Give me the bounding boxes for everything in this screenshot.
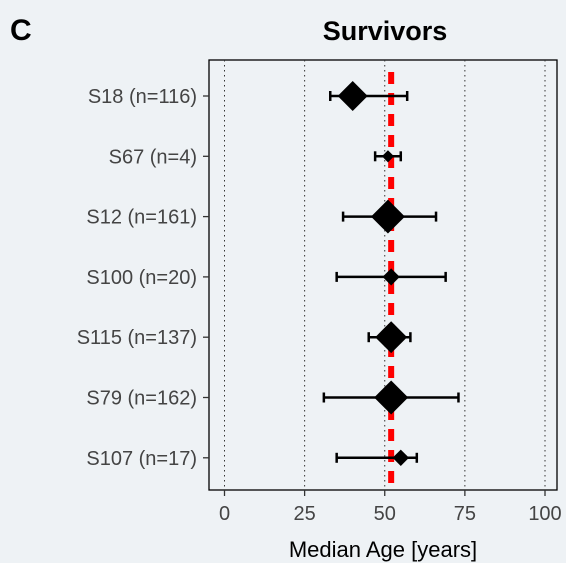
median-marker (375, 321, 408, 354)
median-marker (392, 449, 409, 467)
median-marker (374, 380, 409, 415)
plot-panel (208, 59, 558, 491)
median-marker (370, 199, 405, 234)
forest-row (373, 150, 403, 163)
x-tick-label: 0 (219, 503, 230, 525)
median-marker (337, 80, 368, 112)
y-tick-label: S67 (n=4) (109, 146, 197, 168)
y-tick-label: S100 (n=20) (86, 267, 197, 289)
forest-row (335, 449, 419, 467)
y-tick-label: S107 (n=17) (86, 448, 197, 470)
y-tick-label: S115 (n=137) (77, 327, 197, 349)
median-marker (381, 150, 394, 163)
y-tick-label: S79 (n=162) (86, 388, 197, 410)
forest-row (335, 268, 447, 286)
y-tick-label: S18 (n=116) (88, 86, 197, 108)
y-tick-label: S12 (n=161) (86, 207, 197, 229)
forest-row (341, 199, 438, 234)
chart-title: Survivors (323, 16, 448, 46)
x-axis-ticks: 0 25 50 75 100 (219, 490, 562, 525)
median-marker (382, 268, 400, 286)
x-tick-label: 75 (454, 503, 476, 525)
x-axis-label: Median Age [years] (289, 537, 477, 562)
forest-row (329, 80, 409, 112)
data-marks (322, 80, 460, 467)
forest-row (322, 380, 460, 415)
panel-label: C (10, 14, 32, 47)
x-tick-label: 50 (374, 503, 396, 525)
x-tick-label: 100 (528, 503, 561, 525)
x-tick-label: 25 (294, 503, 316, 525)
y-axis-labels: S18 (n=116) S67 (n=4) S12 (n=161) S100 (n=2… (77, 86, 209, 470)
forest-row (367, 321, 412, 354)
